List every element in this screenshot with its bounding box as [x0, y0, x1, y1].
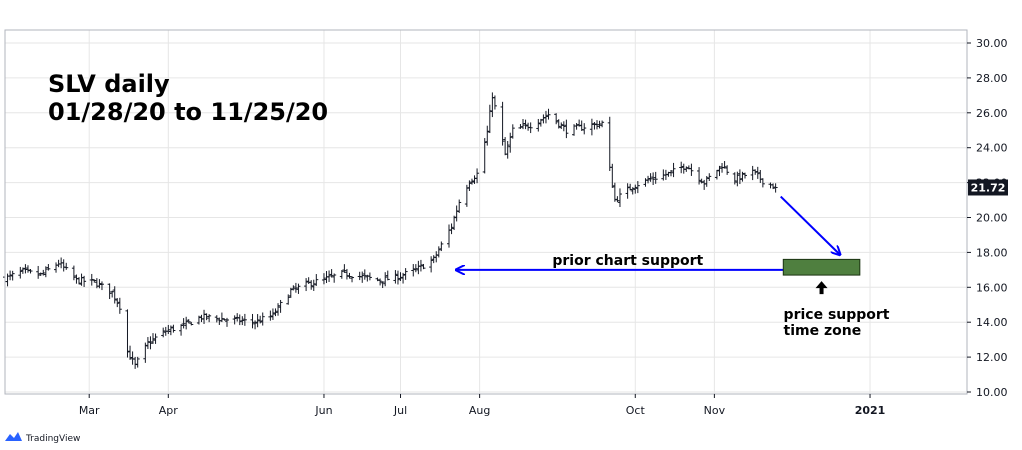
grid: [5, 30, 967, 394]
x-tick-label: Jul: [393, 404, 407, 417]
ohlc-bars: [3, 92, 778, 369]
chart-title-line2: 01/28/20 to 11/25/20: [48, 98, 328, 126]
prior-support-label: prior chart support: [552, 253, 703, 269]
y-tick-label: 30.00: [976, 37, 1008, 50]
tradingview-label: TradingView: [25, 434, 80, 444]
y-tick-label: 10.00: [976, 386, 1008, 399]
zone-label-line1: price support: [784, 307, 890, 323]
x-tick-label: 2021: [855, 404, 886, 417]
tradingview-logo-icon: [5, 432, 22, 441]
last-price-label: 21.72: [971, 181, 1006, 194]
price-support-zone: [782, 258, 861, 276]
projection-arrow: [780, 195, 840, 255]
y-tick-label: 14.00: [976, 316, 1008, 329]
x-tick-label: Nov: [704, 404, 726, 417]
x-tick-label: Aug: [469, 404, 490, 417]
y-tick-label: 18.00: [976, 246, 1008, 259]
zone-label-line2: time zone: [784, 323, 862, 339]
plot-frame: [4, 29, 968, 395]
tradingview-branding: TradingView: [5, 432, 80, 444]
chart-title-line1: SLV daily: [48, 70, 170, 98]
x-tick-label: Oct: [626, 404, 646, 417]
y-tick-label: 12.00: [976, 351, 1008, 364]
y-tick-label: 20.00: [976, 212, 1008, 225]
y-tick-label: 26.00: [976, 107, 1008, 120]
x-tick-label: Jun: [314, 404, 332, 417]
x-tick-label: Mar: [79, 404, 100, 417]
y-tick-label: 16.00: [976, 281, 1008, 294]
up-arrow-icon: [815, 281, 828, 295]
y-tick-label: 28.00: [976, 72, 1008, 85]
x-axis: Mar Apr Jun Jul Aug Oct Nov 2021: [79, 394, 886, 417]
x-tick-label: Apr: [159, 404, 179, 417]
y-tick-label: 24.00: [976, 142, 1008, 155]
last-price-tag: 21.72: [968, 179, 1008, 196]
